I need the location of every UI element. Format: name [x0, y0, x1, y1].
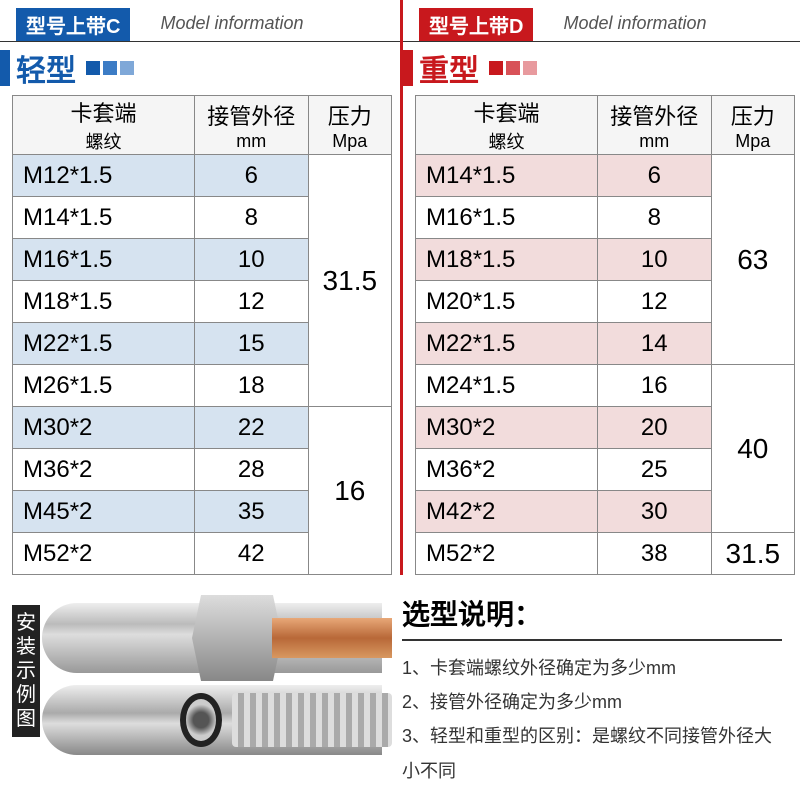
cell-pressure: 40	[711, 365, 794, 533]
seal-ring-icon	[180, 693, 222, 747]
spec-table-light: 卡套端螺纹 接管外径mm 压力Mpa M12*1.5631.5M14*1.58M…	[12, 95, 392, 575]
cell-od: 8	[194, 197, 308, 239]
badge-model-d: 型号上带D	[419, 8, 533, 41]
type-bar-red	[403, 50, 413, 86]
tbody-right: M14*1.5663M16*1.58M18*1.510M20*1.512M22*…	[416, 155, 795, 575]
cell-od: 12	[597, 281, 711, 323]
right-header: 型号上带D Model information 重型	[403, 0, 800, 85]
cell-thread: M24*1.5	[416, 365, 598, 407]
cell-od: 6	[194, 155, 308, 197]
cell-thread: M16*1.5	[416, 197, 598, 239]
cell-thread: M30*2	[13, 407, 195, 449]
cell-od: 16	[597, 365, 711, 407]
cell-pressure: 31.5	[308, 155, 391, 407]
cell-thread: M18*1.5	[13, 281, 195, 323]
cell-thread: M36*2	[416, 449, 598, 491]
decor-squares-red	[489, 61, 537, 75]
cell-pressure: 63	[711, 155, 794, 365]
cell-thread: M14*1.5	[416, 155, 598, 197]
install-label: 安装示例图	[12, 605, 40, 737]
cell-pressure: 16	[308, 407, 391, 575]
table-row: M24*1.51640	[416, 365, 795, 407]
th-pressure: 压力Mpa	[308, 96, 391, 155]
cell-thread: M22*1.5	[416, 323, 598, 365]
table-row: M30*22216	[13, 407, 392, 449]
type-label-heavy: 重型	[419, 46, 479, 90]
cell-od: 42	[194, 533, 308, 575]
cell-thread: M18*1.5	[416, 239, 598, 281]
cell-thread: M12*1.5	[13, 155, 195, 197]
cell-od: 22	[194, 407, 308, 449]
left-panel: 型号上带C Model information 轻型 卡套端螺纹 接管外径mm	[0, 0, 400, 575]
selection-guide: 选型说明： 1、卡套端螺纹外径确定为多少mm 2、接管外径确定为多少mm 3、轻…	[402, 593, 782, 788]
selection-item: 1、卡套端螺纹外径确定为多少mm	[402, 651, 782, 685]
cell-thread: M14*1.5	[13, 197, 195, 239]
table-row: M12*1.5631.5	[13, 155, 392, 197]
tbody-left: M12*1.5631.5M14*1.58M16*1.510M18*1.512M2…	[13, 155, 392, 575]
right-panel: 型号上带D Model information 重型 卡套端螺纹 接管外径mm	[400, 0, 800, 575]
cell-od: 10	[597, 239, 711, 281]
left-header: 型号上带C Model information 轻型	[0, 0, 400, 85]
cell-thread: M30*2	[416, 407, 598, 449]
cell-od: 18	[194, 365, 308, 407]
decor-squares-blue	[86, 61, 134, 75]
cell-od: 10	[194, 239, 308, 281]
cell-thread: M36*2	[13, 449, 195, 491]
cell-od: 38	[597, 533, 711, 575]
cell-od: 20	[597, 407, 711, 449]
square-icon	[86, 61, 100, 75]
spec-table-heavy: 卡套端螺纹 接管外径mm 压力Mpa M14*1.5663M16*1.58M18…	[415, 95, 795, 575]
th-pressure: 压力Mpa	[711, 96, 794, 155]
cell-od: 30	[597, 491, 711, 533]
square-icon	[120, 61, 134, 75]
cell-od: 35	[194, 491, 308, 533]
cell-thread: M20*1.5	[416, 281, 598, 323]
cell-pressure: 31.5	[711, 533, 794, 575]
badge-model-c: 型号上带C	[16, 8, 130, 41]
cell-od: 8	[597, 197, 711, 239]
tables-container: 型号上带C Model information 轻型 卡套端螺纹 接管外径mm	[0, 0, 800, 575]
pipe-illustration	[42, 593, 382, 758]
square-icon	[506, 61, 520, 75]
square-icon	[103, 61, 117, 75]
cell-od: 14	[597, 323, 711, 365]
cell-od: 28	[194, 449, 308, 491]
model-info-right: Model information	[563, 13, 706, 36]
cell-thread: M22*1.5	[13, 323, 195, 365]
flex-hose-icon	[232, 693, 392, 747]
cell-thread: M52*2	[13, 533, 195, 575]
model-info-left: Model information	[160, 13, 303, 36]
copper-pipe-icon	[272, 618, 392, 658]
cell-thread: M42*2	[416, 491, 598, 533]
th-thread: 卡套端螺纹	[13, 96, 195, 155]
cell-od: 6	[597, 155, 711, 197]
cell-od: 15	[194, 323, 308, 365]
install-example: 安装示例图	[12, 593, 382, 758]
cell-thread: M26*1.5	[13, 365, 195, 407]
th-od: 接管外径mm	[194, 96, 308, 155]
table-row: M52*23831.5	[416, 533, 795, 575]
cell-thread: M52*2	[416, 533, 598, 575]
square-icon	[523, 61, 537, 75]
selection-item: 3、轻型和重型的区别：是螺纹不同接管外径大小不同	[402, 719, 782, 787]
square-icon	[489, 61, 503, 75]
selection-item: 2、接管外径确定为多少mm	[402, 685, 782, 719]
cell-od: 12	[194, 281, 308, 323]
cell-od: 25	[597, 449, 711, 491]
th-od: 接管外径mm	[597, 96, 711, 155]
selection-title: 选型说明：	[402, 593, 782, 641]
th-thread: 卡套端螺纹	[416, 96, 598, 155]
type-bar-blue	[0, 50, 10, 86]
cell-thread: M16*1.5	[13, 239, 195, 281]
bottom-section: 安装示例图 选型说明： 1、卡套端螺纹外径确定为多少mm 2、接管外径确定为多少…	[0, 593, 800, 788]
table-row: M14*1.5663	[416, 155, 795, 197]
type-label-light: 轻型	[16, 46, 76, 90]
cell-thread: M45*2	[13, 491, 195, 533]
